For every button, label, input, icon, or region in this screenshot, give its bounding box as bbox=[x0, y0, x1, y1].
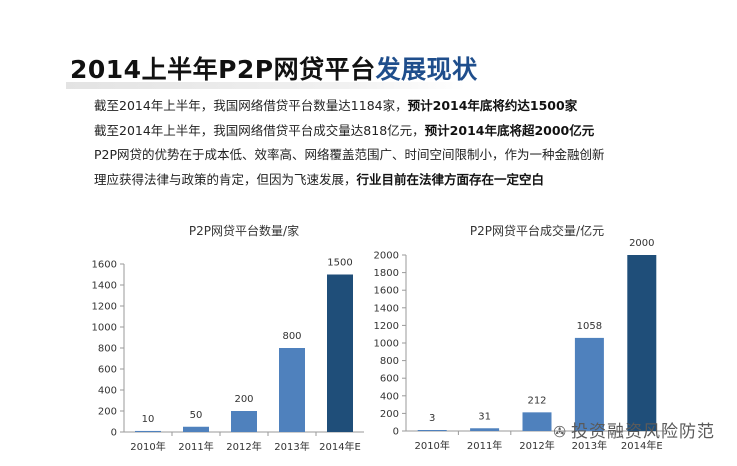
summary-line-1-text: 截至2014年上半年，我国网络借贷平台数量达1184家， bbox=[94, 98, 408, 113]
y-tick-label: 800 bbox=[98, 344, 117, 355]
summary-line-4: 理应获得法律与政策的肯定，但因为飞速发展，行业目前在法律方面存在一定空白 bbox=[94, 168, 704, 193]
bar bbox=[279, 348, 305, 432]
bar bbox=[417, 430, 447, 431]
bar bbox=[231, 411, 257, 432]
summary-line-2-bold: 预计2014年底将超2000亿元 bbox=[424, 122, 595, 138]
y-tick-label: 0 bbox=[393, 427, 399, 438]
wechat-icon: ✇ bbox=[553, 423, 567, 441]
summary-line-4-text: 理应获得法律与政策的肯定，但因为飞速发展， bbox=[94, 171, 357, 187]
data-label: 3 bbox=[429, 413, 435, 424]
summary-line-2-text: 截至2014年上半年，我国网络借贷平台成交量达818亿元， bbox=[94, 122, 425, 138]
x-tick-label: 2010年 bbox=[130, 440, 165, 453]
y-tick-label: 1000 bbox=[374, 339, 399, 350]
y-tick-label: 600 bbox=[98, 365, 117, 376]
y-tick-label: 400 bbox=[380, 391, 399, 402]
x-tick-label: 2014年E bbox=[319, 440, 361, 453]
page-title-main: 2014上半年P2P网贷平台 bbox=[70, 55, 376, 84]
y-tick-label: 400 bbox=[98, 386, 117, 397]
x-tick-label: 2010年 bbox=[414, 439, 449, 452]
data-label: 200 bbox=[234, 394, 253, 405]
chart-title: P2P网贷平台数量/家 bbox=[189, 223, 299, 238]
bar bbox=[183, 426, 209, 432]
watermark: ✇ 投资融资风险防范 bbox=[553, 417, 715, 442]
y-tick-label: 1800 bbox=[374, 268, 399, 279]
x-tick-label: 2012年 bbox=[226, 440, 261, 453]
x-tick-label: 2013年 bbox=[274, 440, 309, 453]
transaction-volume-chart: P2P网贷平台成交量/亿元 0 200 400 600 800 1000 1200 1400 16… bbox=[374, 223, 668, 452]
data-label: 212 bbox=[527, 395, 546, 406]
x-tick-label: 2014年E bbox=[621, 439, 663, 452]
summary-line-3: P2P网贷的优势在于成本低、效率高、网络覆盖范围广、时间空间限制小，作为一种金融… bbox=[94, 143, 704, 168]
y-tick-label: 1200 bbox=[92, 302, 117, 313]
y-tick-label: 1600 bbox=[92, 260, 117, 271]
data-label: 1058 bbox=[577, 321, 602, 332]
y-tick-label: 0 bbox=[111, 428, 117, 439]
summary-line-4-bold: 行业目前在法律方面存在一定空白 bbox=[356, 171, 545, 187]
bar bbox=[135, 430, 161, 432]
y-tick-label: 1600 bbox=[374, 286, 399, 297]
summary-text-block: 截至2014年上半年，我国网络借贷平台数量达1184家，预计2014年底将约达1… bbox=[94, 94, 704, 192]
summary-line-2: 截至2014年上半年，我国网络借贷平台成交量达818亿元，预计2014年底将超2… bbox=[94, 119, 704, 144]
bar bbox=[627, 255, 657, 431]
platform-count-chart: P2P网贷平台数量/家 0 200 400 600 800 1000 1200 1400 1600… bbox=[92, 223, 364, 453]
bar bbox=[522, 412, 552, 431]
y-tick-label: 1000 bbox=[92, 323, 117, 334]
x-tick-label: 2011年 bbox=[178, 440, 213, 453]
page-title: 2014上半年P2P网贷平台发展现状 bbox=[70, 50, 478, 86]
y-tick-label: 1400 bbox=[92, 281, 117, 292]
summary-line-3-text: P2P网贷的优势在于成本低、效率高、网络覆盖范围广、时间空间限制小，作为一种金融… bbox=[94, 147, 605, 162]
page-title-highlight: 发展现状 bbox=[375, 55, 478, 84]
y-tick-label: 1200 bbox=[374, 321, 399, 332]
data-label: 800 bbox=[282, 331, 301, 342]
chart-title: P2P网贷平台成交量/亿元 bbox=[470, 223, 604, 238]
data-label: 2000 bbox=[629, 238, 654, 249]
title-underline-bar bbox=[66, 82, 466, 89]
data-label: 31 bbox=[478, 411, 491, 422]
y-tick-label: 200 bbox=[98, 407, 117, 418]
x-tick-label: 2012年 bbox=[519, 439, 554, 452]
y-tick-label: 600 bbox=[380, 374, 399, 385]
y-tick-label: 800 bbox=[380, 356, 399, 367]
summary-line-1-bold: 预计2014年底将约达1500家 bbox=[407, 98, 578, 113]
data-label: 1500 bbox=[327, 258, 352, 269]
data-label: 10 bbox=[142, 414, 155, 425]
bar bbox=[470, 428, 500, 431]
y-tick-label: 2000 bbox=[374, 251, 399, 262]
x-tick-label: 2011年 bbox=[467, 439, 502, 452]
x-tick-label: 2013年 bbox=[572, 439, 607, 452]
summary-line-1: 截至2014年上半年，我国网络借贷平台数量达1184家，预计2014年底将约达1… bbox=[94, 94, 704, 119]
y-tick-label: 1400 bbox=[374, 303, 399, 314]
y-tick-label: 200 bbox=[380, 409, 399, 420]
watermark-text: 投资融资风险防范 bbox=[571, 422, 715, 442]
bar bbox=[327, 274, 353, 432]
bar bbox=[574, 337, 604, 431]
data-label: 50 bbox=[190, 410, 203, 421]
